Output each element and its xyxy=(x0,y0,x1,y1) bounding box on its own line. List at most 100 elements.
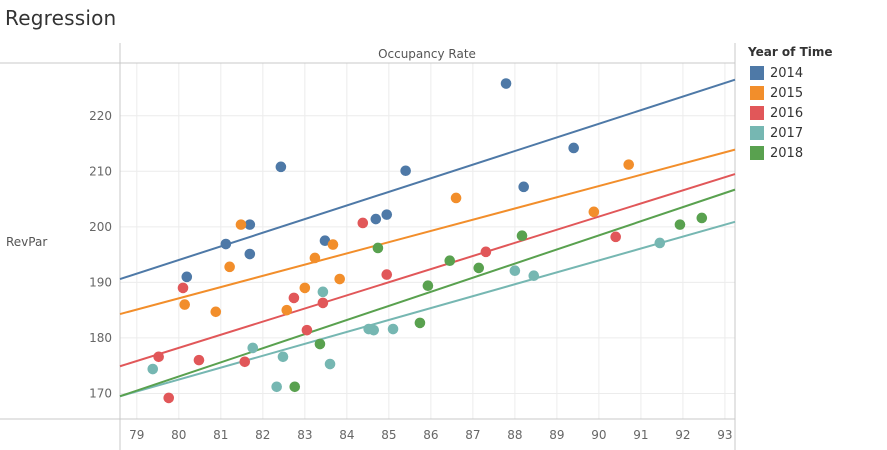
y-axis-title: RevPar xyxy=(6,235,47,249)
data-point-2016[interactable] xyxy=(163,392,175,404)
data-point-2015[interactable] xyxy=(281,304,293,316)
data-point-2018[interactable] xyxy=(473,262,485,274)
x-axis-ticks: 79 80 81 82 83 84 85 86 87 88 89 90 91 92 93 xyxy=(129,428,732,442)
data-point-2015[interactable] xyxy=(299,282,311,294)
legend-item-2014[interactable]: 2014 xyxy=(748,63,833,83)
x-tick-label: 90 xyxy=(591,428,606,442)
trend-line-2014 xyxy=(119,78,736,280)
data-point-2015[interactable] xyxy=(334,273,346,285)
y-tick-label: 220 xyxy=(89,109,112,123)
data-point-2018[interactable] xyxy=(372,242,384,254)
data-point-2016[interactable] xyxy=(193,354,205,366)
data-point-2014[interactable] xyxy=(400,165,411,177)
x-tick-label: 80 xyxy=(171,428,186,442)
y-tick-label: 170 xyxy=(89,386,112,400)
data-point-2016[interactable] xyxy=(153,351,164,363)
legend-label: 2018 xyxy=(770,145,804,161)
data-point-2014[interactable] xyxy=(381,209,393,220)
x-tick-label: 81 xyxy=(213,428,228,442)
data-point-2017[interactable] xyxy=(147,363,159,375)
legend-title: Year of Time xyxy=(748,45,833,59)
legend: Year of Time 2014 2015 2016 2017 2018 xyxy=(748,45,833,163)
data-point-2015[interactable] xyxy=(224,261,235,273)
legend-swatch xyxy=(750,146,764,160)
legend-item-2016[interactable]: 2016 xyxy=(748,103,833,123)
y-tick-label: 200 xyxy=(89,220,112,234)
data-point-2017[interactable] xyxy=(654,237,666,249)
legend-swatch xyxy=(750,86,764,100)
data-point-2018[interactable] xyxy=(444,255,456,267)
x-tick-label: 79 xyxy=(129,428,144,442)
data-point-2018[interactable] xyxy=(289,381,301,393)
data-point-2016[interactable] xyxy=(357,217,369,229)
trend-lines xyxy=(119,78,736,398)
x-tick-label: 87 xyxy=(465,428,480,442)
data-point-2016[interactable] xyxy=(480,246,492,258)
data-point-2016[interactable] xyxy=(317,297,329,309)
data-point-2015[interactable] xyxy=(235,219,247,230)
data-point-2016[interactable] xyxy=(610,231,621,243)
data-point-2014[interactable] xyxy=(244,248,256,260)
legend-label: 2014 xyxy=(770,65,804,81)
x-tick-label: 91 xyxy=(633,428,648,442)
legend-label: 2017 xyxy=(770,125,804,141)
legend-item-2018[interactable]: 2018 xyxy=(748,143,833,163)
data-point-2014[interactable] xyxy=(500,78,512,89)
x-tick-label: 85 xyxy=(381,428,396,442)
data-point-2014[interactable] xyxy=(518,181,529,193)
data-point-2018[interactable] xyxy=(422,280,434,292)
legend-label: 2015 xyxy=(770,85,804,101)
trend-line-2015 xyxy=(119,148,736,315)
trend-line-2016 xyxy=(119,173,736,368)
trend-line-2017 xyxy=(119,220,736,398)
data-points xyxy=(147,78,708,404)
data-point-2018[interactable] xyxy=(516,230,528,242)
data-point-2017[interactable] xyxy=(528,270,540,282)
data-point-2014[interactable] xyxy=(244,219,256,230)
data-point-2014[interactable] xyxy=(319,235,331,247)
data-point-2017[interactable] xyxy=(368,324,380,336)
data-point-2018[interactable] xyxy=(696,212,708,224)
data-point-2014[interactable] xyxy=(275,161,287,173)
data-point-2015[interactable] xyxy=(623,159,635,170)
data-point-2014[interactable] xyxy=(370,213,382,225)
data-point-2017[interactable] xyxy=(509,265,521,277)
y-tick-label: 180 xyxy=(89,331,112,345)
x-axis-title: Occupancy Rate xyxy=(378,47,476,61)
data-point-2017[interactable] xyxy=(317,286,329,298)
data-point-2017[interactable] xyxy=(247,342,259,354)
data-point-2014[interactable] xyxy=(568,142,579,154)
x-tick-label: 86 xyxy=(423,428,438,442)
data-point-2017[interactable] xyxy=(324,358,336,370)
data-point-2015[interactable] xyxy=(450,192,462,204)
x-tick-label: 92 xyxy=(675,428,690,442)
data-point-2015[interactable] xyxy=(309,252,321,264)
data-point-2018[interactable] xyxy=(314,338,326,350)
x-tick-label: 93 xyxy=(717,428,732,442)
data-point-2015[interactable] xyxy=(588,206,600,218)
legend-swatch xyxy=(750,106,764,120)
data-point-2018[interactable] xyxy=(674,219,686,230)
x-tick-label: 82 xyxy=(255,428,270,442)
y-axis-ticks: 170 180 190 200 210 220 xyxy=(89,109,112,401)
data-point-2016[interactable] xyxy=(239,356,251,368)
x-tick-label: 83 xyxy=(297,428,312,442)
data-point-2015[interactable] xyxy=(179,299,190,310)
data-point-2014[interactable] xyxy=(220,238,232,250)
legend-item-2017[interactable]: 2017 xyxy=(748,123,833,143)
legend-swatch xyxy=(750,66,764,80)
data-point-2015[interactable] xyxy=(210,306,222,318)
data-point-2016[interactable] xyxy=(301,324,313,336)
legend-items: 2014 2015 2016 2017 2018 xyxy=(748,63,833,163)
data-point-2015[interactable] xyxy=(327,239,339,250)
chart-frame xyxy=(0,43,736,450)
data-point-2017[interactable] xyxy=(271,381,282,393)
data-point-2016[interactable] xyxy=(288,292,300,304)
data-point-2014[interactable] xyxy=(181,271,193,283)
data-point-2017[interactable] xyxy=(277,351,289,363)
data-point-2017[interactable] xyxy=(387,323,399,335)
data-point-2016[interactable] xyxy=(177,282,189,294)
legend-item-2015[interactable]: 2015 xyxy=(748,83,833,103)
data-point-2016[interactable] xyxy=(381,269,393,280)
data-point-2018[interactable] xyxy=(414,317,426,329)
